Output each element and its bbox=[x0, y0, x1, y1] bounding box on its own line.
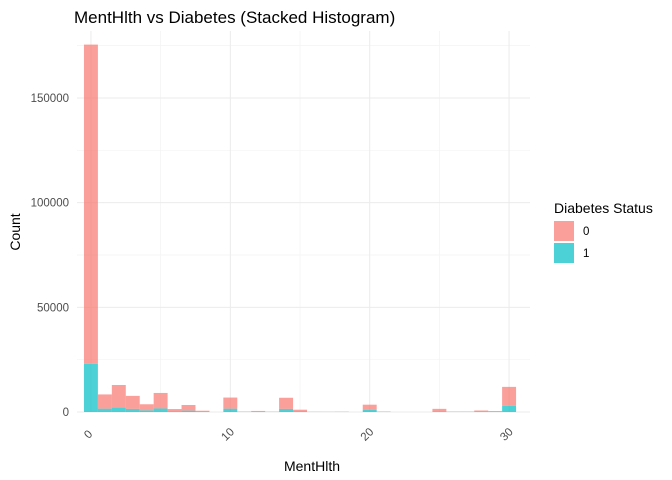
legend-key-0 bbox=[554, 221, 574, 241]
bar-diabetes-0-x14 bbox=[279, 397, 294, 409]
bar-diabetes-1-x0 bbox=[83, 363, 98, 412]
bars bbox=[83, 44, 517, 412]
legend-key-1 bbox=[554, 243, 574, 263]
bar-diabetes-0-x0 bbox=[83, 44, 98, 364]
bar-diabetes-1-x15 bbox=[293, 411, 307, 412]
bar-diabetes-1-x30 bbox=[502, 405, 517, 412]
bar-diabetes-0-x5 bbox=[153, 392, 168, 409]
legend-label-1: 1 bbox=[583, 248, 589, 260]
bar-diabetes-0-x7 bbox=[181, 404, 196, 411]
y-tick-label: 50000 bbox=[37, 302, 69, 314]
bar-diabetes-0-x8 bbox=[195, 410, 210, 412]
x-tick-label: 10 bbox=[219, 426, 237, 444]
bar-diabetes-1-x10 bbox=[223, 408, 238, 412]
y-tick-label: 0 bbox=[63, 407, 69, 419]
bar-diabetes-1-x28 bbox=[474, 411, 489, 412]
bar-diabetes-1-x25 bbox=[432, 411, 447, 412]
bar-diabetes-1-x1 bbox=[97, 408, 112, 412]
legend: Diabetes Status 0 1 bbox=[554, 200, 653, 263]
bar-diabetes-0-x3 bbox=[125, 395, 140, 409]
x-tick-label: 30 bbox=[498, 426, 516, 444]
x-axis-title: MentHlth bbox=[284, 458, 340, 474]
bar-diabetes-1-x3 bbox=[125, 408, 140, 412]
grid-lines bbox=[77, 31, 530, 413]
bar-diabetes-1-x4 bbox=[139, 410, 154, 412]
bar-diabetes-1-x14 bbox=[279, 408, 294, 412]
bar-diabetes-0-x4 bbox=[139, 404, 154, 411]
bar-diabetes-0-x12 bbox=[251, 410, 266, 412]
y-tick-label: 150000 bbox=[31, 93, 69, 105]
bar-diabetes-1-x5 bbox=[153, 408, 168, 412]
bar-diabetes-0-x2 bbox=[111, 384, 126, 408]
bar-diabetes-0-x30 bbox=[502, 386, 517, 406]
bar-diabetes-0-x6 bbox=[167, 409, 182, 412]
bar-diabetes-0-x15 bbox=[293, 409, 307, 412]
bar-diabetes-0-x10 bbox=[223, 397, 238, 409]
bar-diabetes-0-x25 bbox=[432, 408, 447, 412]
legend-title: Diabetes Status bbox=[554, 200, 653, 216]
bar-diabetes-1-x20 bbox=[362, 409, 377, 412]
y-tick-label: 100000 bbox=[31, 198, 69, 210]
bar-diabetes-1-x6 bbox=[167, 411, 182, 412]
x-tick-label: 20 bbox=[359, 426, 377, 444]
y-axis-title: Count bbox=[7, 213, 23, 250]
bar-diabetes-1-x7 bbox=[181, 410, 196, 412]
x-axis-ticks: 0 10 20 30 bbox=[82, 426, 515, 444]
legend-label-0: 0 bbox=[583, 226, 589, 238]
bar-diabetes-0-x29 bbox=[488, 411, 503, 412]
bar-diabetes-1-x2 bbox=[111, 407, 126, 412]
x-tick-label: 0 bbox=[82, 428, 95, 441]
bar-diabetes-0-x1 bbox=[97, 394, 112, 409]
bar-diabetes-0-x20 bbox=[362, 404, 377, 410]
y-axis-ticks: 0 50000 100000 150000 bbox=[31, 93, 69, 419]
bar-diabetes-0-x28 bbox=[474, 410, 489, 412]
chart-title: MentHlth vs Diabetes (Stacked Histogram) bbox=[74, 8, 395, 27]
